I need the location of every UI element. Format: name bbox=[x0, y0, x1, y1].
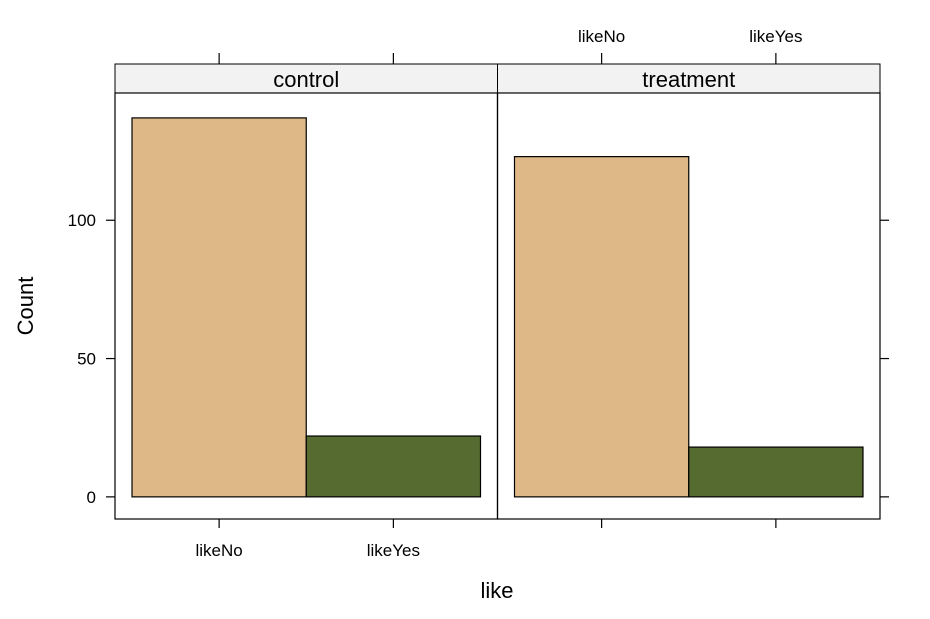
panel-strip-control bbox=[114, 63, 498, 94]
x-tick-label-bottom-likeYes: likeYes bbox=[367, 541, 420, 560]
bar-control-likeNo bbox=[131, 117, 307, 498]
panel-border-treatment bbox=[496, 92, 881, 520]
x-tick-label-top-likeYes: likeYes bbox=[749, 27, 802, 46]
bar-control-likeYes bbox=[305, 435, 482, 498]
strip-label-control: control bbox=[273, 67, 339, 92]
strip-label-treatment: treatment bbox=[642, 67, 735, 92]
bar-treatment-likeYes bbox=[688, 446, 864, 498]
x-tick-label-top-likeNo: likeNo bbox=[578, 27, 625, 46]
x-tick-label-bottom-likeNo: likeNo bbox=[196, 541, 243, 560]
x-axis-title: like bbox=[480, 578, 513, 603]
y-tick-label-0: 0 bbox=[87, 488, 96, 507]
bar-treatment-likeNo bbox=[513, 156, 690, 498]
y-axis-title: Count bbox=[13, 277, 38, 336]
y-tick-label-100: 100 bbox=[68, 211, 96, 230]
y-tick-label-50: 50 bbox=[77, 350, 96, 369]
